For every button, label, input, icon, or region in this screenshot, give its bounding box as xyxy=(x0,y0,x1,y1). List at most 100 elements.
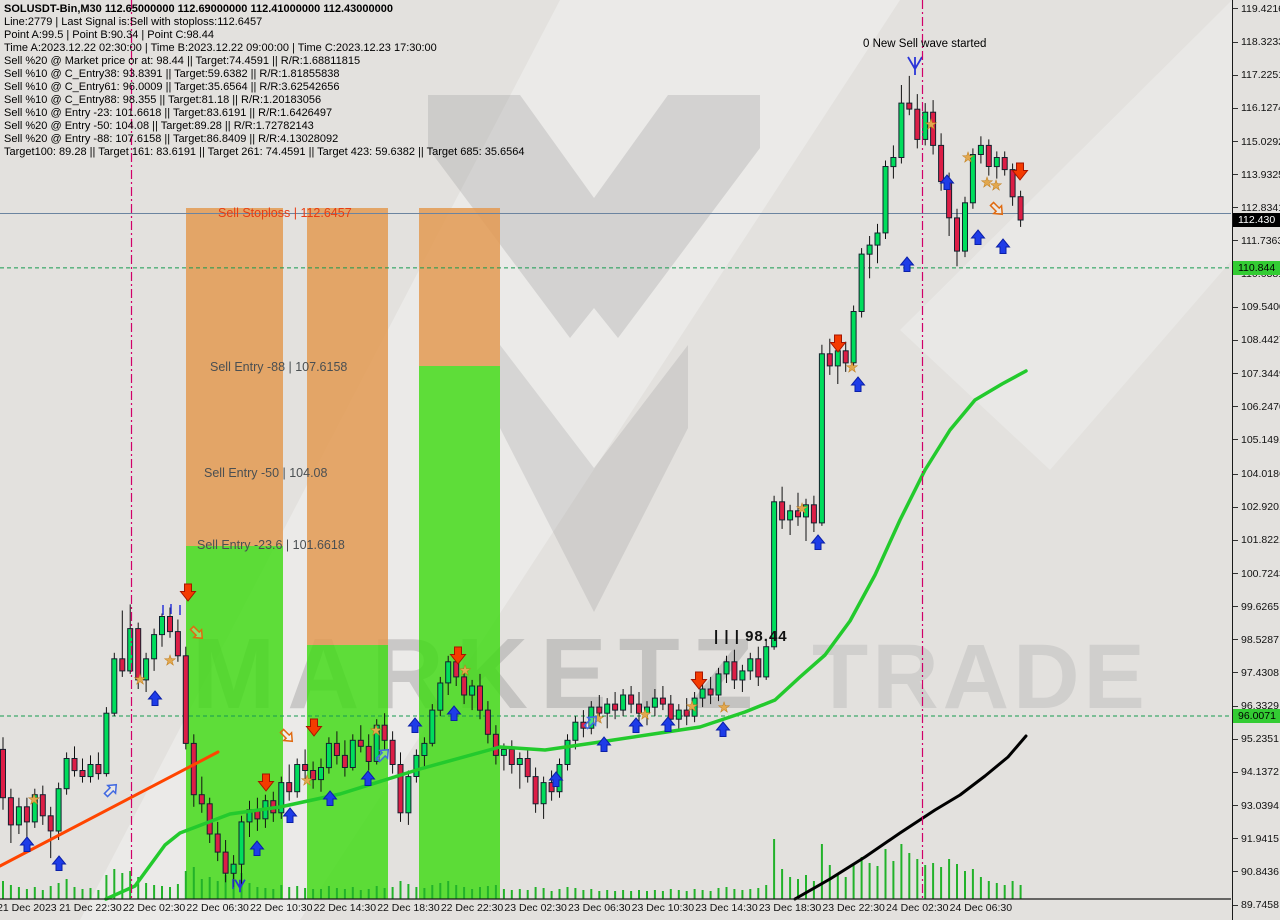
bear-candle xyxy=(310,770,317,781)
bear-candle xyxy=(477,685,483,711)
bear-candle xyxy=(596,706,603,714)
bear-candle xyxy=(7,797,14,826)
buy-arrow-icon xyxy=(810,534,826,550)
price-tick-label: 95.2351 xyxy=(1241,733,1279,746)
price-tick-label: 117.2251 xyxy=(1241,69,1280,82)
bear-candle xyxy=(755,658,762,678)
price-tick xyxy=(1233,8,1238,10)
bear-candle xyxy=(1017,196,1024,221)
bull-candle xyxy=(413,754,420,778)
watermark-logo xyxy=(500,345,688,612)
buy-arrow-icon xyxy=(628,717,644,733)
time-axis-label: 23 Dec 06:30 xyxy=(568,902,631,914)
price-tick xyxy=(1233,573,1238,574)
bull-candle xyxy=(850,311,857,364)
bear-candle xyxy=(731,661,738,681)
bear-candle xyxy=(381,724,388,741)
bull-candle xyxy=(763,646,770,678)
time-axis-label: 21 Dec 22:30 xyxy=(59,902,122,914)
bear-candle xyxy=(795,510,801,518)
price-tick-label: 94.1372 xyxy=(1241,766,1279,779)
bull-candle xyxy=(429,709,436,744)
bear-candle xyxy=(580,721,587,729)
star-icon: ★ xyxy=(28,791,41,807)
bull-candle xyxy=(103,712,110,775)
bull-candle xyxy=(349,739,356,768)
bear-candle xyxy=(119,658,126,672)
sell-wave-label: 0 New Sell wave started xyxy=(863,38,987,50)
buy-arrow-icon xyxy=(899,256,915,272)
price-tick xyxy=(1233,339,1238,341)
star-icon: ★ xyxy=(370,722,383,738)
bull-candle xyxy=(278,782,285,814)
bull-candle xyxy=(325,742,332,769)
price-tick xyxy=(1233,672,1238,674)
price-tick-label: 116.1274 xyxy=(1241,102,1280,115)
bear-candle xyxy=(461,676,468,696)
bull-candle xyxy=(230,863,237,874)
price-tick xyxy=(1233,240,1238,242)
time-axis-label: 22 Dec 10:30 xyxy=(250,902,313,914)
price-axis[interactable]: 119.4216 118.3233 117.2251 116.1274 115.0292… xyxy=(1232,0,1280,920)
price-tick-label: 106.2470 xyxy=(1241,400,1280,413)
buy-arrow-icon xyxy=(360,770,376,786)
price-tick-label: 107.3449 xyxy=(1241,367,1280,380)
bull-candle xyxy=(540,782,547,805)
bull-candle xyxy=(127,628,134,672)
sell-arrow-icon xyxy=(1011,162,1029,181)
bear-candle xyxy=(357,739,364,747)
price-tick xyxy=(1233,373,1238,375)
trendline-orange xyxy=(0,750,220,868)
bull-candle xyxy=(993,157,1000,168)
star-icon: ★ xyxy=(796,500,809,516)
time-axis-label: 23 Dec 10:30 xyxy=(631,902,695,914)
price-tick xyxy=(1233,771,1238,773)
bear-candle xyxy=(954,217,960,252)
bear-candle xyxy=(683,709,690,717)
price-badge-112.430: 112.430 xyxy=(1233,213,1280,227)
bull-candle xyxy=(675,709,682,720)
bear-candle xyxy=(659,697,666,705)
price-tick-label: 97.4308 xyxy=(1241,666,1279,679)
bear-candle xyxy=(1001,157,1008,171)
bull-candle xyxy=(977,144,984,155)
bear-candle xyxy=(71,758,78,772)
price-tick xyxy=(1233,107,1238,109)
bull-candle xyxy=(715,673,722,696)
bull-candle xyxy=(405,776,412,814)
time-axis-label: 24 Dec 06:30 xyxy=(949,902,1013,914)
star-icon: ★ xyxy=(990,177,1003,193)
star-icon: ★ xyxy=(164,652,177,668)
price-chart[interactable]: MARKETZTRADE★★★★★★★★★★★★★★★★ xyxy=(0,0,1232,920)
star-icon: ★ xyxy=(301,772,314,788)
time-axis-label: 21 Dec 2023 xyxy=(0,902,57,914)
bear-candle xyxy=(985,144,992,167)
bear-candle xyxy=(1009,169,1016,198)
price-tick xyxy=(1233,74,1238,76)
price-tick xyxy=(1233,506,1238,508)
bear-candle xyxy=(667,703,674,720)
bull-candle xyxy=(572,721,579,741)
price-tick-label: 108.4427 xyxy=(1241,334,1280,347)
buy-arrow-icon xyxy=(407,717,423,733)
price-tick xyxy=(1233,41,1238,43)
bear-candle xyxy=(174,631,181,657)
hollow-up-arrow-icon xyxy=(103,783,118,798)
bear-candle xyxy=(341,754,348,769)
bull-candle xyxy=(803,504,809,518)
bull-candle xyxy=(421,742,428,757)
buy-arrow-icon xyxy=(660,716,676,732)
price-tick-label: 112.8341 xyxy=(1241,201,1280,214)
bull-candle xyxy=(238,821,245,865)
buy-arrow-icon xyxy=(249,840,265,856)
bear-candle xyxy=(0,748,6,799)
buy-arrow-icon xyxy=(19,836,35,852)
buy-arrow-icon xyxy=(446,705,462,721)
bull-candle xyxy=(818,353,825,524)
hollow-down-arrow-icon xyxy=(279,728,294,743)
price-tick xyxy=(1233,838,1238,840)
price-tick xyxy=(1233,539,1238,541)
bear-candle xyxy=(222,851,229,874)
